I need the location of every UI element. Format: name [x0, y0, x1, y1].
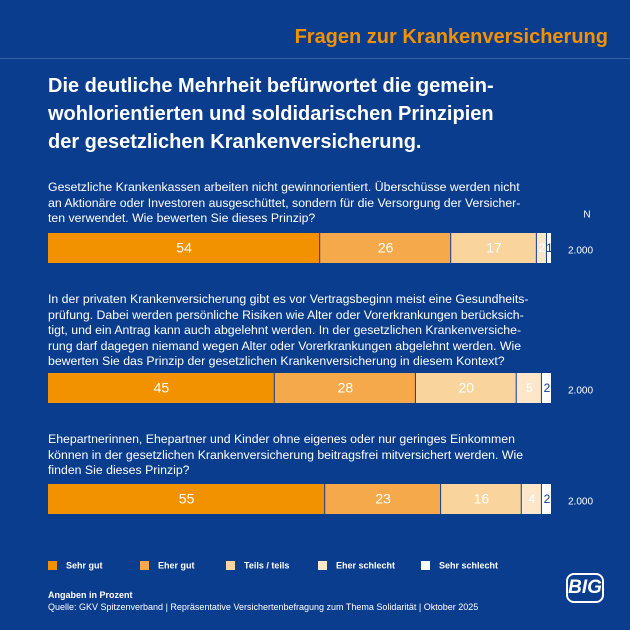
- value-label: 17: [486, 240, 502, 256]
- note: Angaben in Prozent: [48, 590, 133, 600]
- value-label: 26: [378, 240, 394, 256]
- logo: BIG: [566, 573, 604, 603]
- legend-label: Teils / teils: [244, 560, 289, 570]
- value-label: 45: [154, 380, 170, 396]
- bar-segment: [451, 233, 536, 263]
- value-label: 2: [544, 492, 551, 506]
- bar-segment: [48, 233, 320, 263]
- legend-label: Eher gut: [158, 560, 195, 570]
- n-value: 2.000: [568, 246, 593, 257]
- value-label: 54: [176, 240, 192, 256]
- bar-segment: [48, 373, 274, 403]
- bar-segment: [274, 373, 415, 403]
- legend-label: Sehr schlecht: [439, 560, 498, 570]
- value-label: 28: [338, 380, 354, 396]
- value-label: 1: [546, 241, 553, 255]
- bar-segment: [541, 484, 551, 514]
- legend-swatch: [421, 561, 430, 570]
- value-label: 55: [179, 491, 195, 507]
- bar-segment: [546, 233, 551, 263]
- value-label: 2: [544, 381, 551, 395]
- separator: [0, 58, 630, 59]
- legend-swatch: [226, 561, 235, 570]
- value-label: 23: [375, 491, 391, 507]
- bar-segment: [516, 373, 541, 403]
- headline: Die deutliche Mehrheit befürwortet die g…: [48, 75, 494, 153]
- legend-swatch: [140, 561, 149, 570]
- bar-segment: [441, 484, 521, 514]
- value-label: 16: [474, 491, 490, 507]
- legend-swatch: [48, 561, 57, 570]
- bar-segment: [325, 484, 441, 514]
- n-value: 2.000: [568, 386, 593, 397]
- bar-segment: [521, 484, 541, 514]
- question: Ehepartnerinnen, Ehepartner und Kinder o…: [48, 432, 524, 478]
- bar-segment: [48, 484, 325, 514]
- question: In der privaten Krankenversicherung gibt…: [48, 292, 529, 369]
- bar-segment: [536, 233, 546, 263]
- value-label: 2: [539, 241, 546, 255]
- legend-label: Eher schlecht: [336, 560, 395, 570]
- legend-swatch: [318, 561, 327, 570]
- chart-title: Fragen zur Krankenversicherung: [294, 26, 608, 48]
- bar-segment: [415, 373, 516, 403]
- question: Gesetzliche Krankenkassen arbeiten nicht…: [48, 180, 521, 226]
- bar-segment: [320, 233, 451, 263]
- value-label: 20: [459, 380, 475, 396]
- value-label: 4: [528, 492, 535, 506]
- source: Quelle: GKV Spitzenverband | Repräsentat…: [48, 602, 479, 612]
- bar-segment: [541, 373, 551, 403]
- n-header: N: [583, 210, 590, 221]
- n-value: 2.000: [568, 497, 593, 508]
- value-label: 5: [526, 381, 533, 395]
- legend-label: Sehr gut: [66, 560, 103, 570]
